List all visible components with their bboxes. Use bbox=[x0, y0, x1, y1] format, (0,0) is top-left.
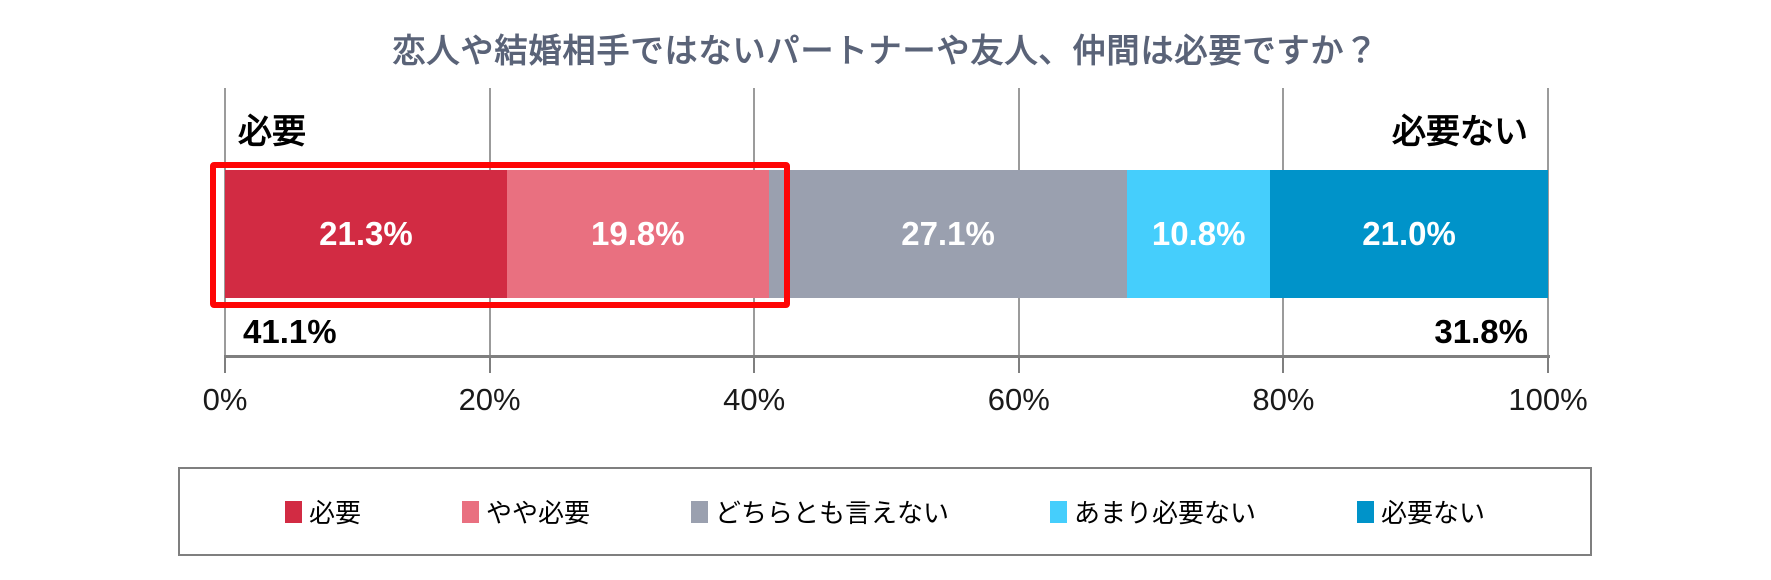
legend-item-3: どちらとも言えない bbox=[690, 493, 949, 530]
bar-segment-4: 10.8% bbox=[1127, 170, 1271, 298]
x-axis-tick-0 bbox=[224, 355, 226, 373]
x-axis-label-0: 0% bbox=[202, 382, 248, 417]
legend-item-5: 必要ない bbox=[1356, 493, 1485, 530]
legend-swatch-icon bbox=[1356, 500, 1374, 523]
right-group-label: 必要ない bbox=[1392, 113, 1528, 151]
gridline-100 bbox=[1547, 88, 1549, 356]
bar-segment-value: 19.8% bbox=[590, 215, 685, 252]
x-axis-label-20: 20% bbox=[458, 382, 521, 417]
legend-item-2: やや必要 bbox=[461, 493, 590, 530]
bar-segment-1: 21.3% bbox=[225, 170, 507, 298]
right-group-total: 31.8% bbox=[1434, 313, 1528, 350]
chart-title: 恋人や結婚相手ではないパートナーや友人、仲間は必要ですか？ bbox=[392, 32, 1379, 69]
legend-swatch-icon bbox=[285, 500, 302, 523]
legend-item-4: あまり必要ない bbox=[1049, 493, 1256, 530]
x-axis-labels: 0% 20% 40% 60% 80% 100% bbox=[203, 382, 1588, 422]
x-axis-label-100: 100% bbox=[1508, 382, 1588, 417]
x-axis-label-40: 40% bbox=[723, 382, 786, 417]
bar-segment-5: 21.0% bbox=[1270, 170, 1548, 298]
legend: 必要 やや必要 どちらとも言えない あまり必要ない 必要ない bbox=[178, 467, 1592, 556]
legend-swatch-icon bbox=[690, 500, 708, 523]
legend-label: あまり必要ない bbox=[1073, 498, 1256, 528]
left-group-label: 必要 bbox=[238, 113, 306, 151]
x-axis-tick-60 bbox=[1017, 355, 1020, 373]
legend-label: やや必要 bbox=[485, 498, 590, 528]
x-axis-line bbox=[224, 355, 1550, 358]
bar-segment-value: 21.3% bbox=[319, 215, 413, 252]
legend-swatch-icon bbox=[461, 500, 479, 523]
bar-segment-value: 27.1% bbox=[901, 215, 995, 252]
legend-item-1: 必要 bbox=[285, 493, 361, 530]
bar-segment-2: 19.8% bbox=[506, 170, 769, 298]
legend-swatch-icon bbox=[1049, 500, 1067, 523]
x-axis-tick-40 bbox=[753, 355, 756, 373]
legend-label: 必要 bbox=[309, 498, 362, 528]
bar-segment-value: 21.0% bbox=[1362, 215, 1456, 252]
x-axis-tick-20 bbox=[488, 355, 491, 373]
stacked-bar: 21.3% 19.8% 27.1% 10.8% 21.0% bbox=[225, 170, 1548, 298]
bar-segment-3: 27.1% bbox=[768, 170, 1128, 298]
x-axis-tick-100 bbox=[1547, 355, 1549, 373]
bar-segment-value: 10.8% bbox=[1151, 215, 1246, 252]
legend-label: 必要ない bbox=[1380, 498, 1485, 528]
legend-label: どちらとも言えない bbox=[714, 498, 949, 528]
x-axis-label-60: 60% bbox=[987, 382, 1050, 417]
left-group-total: 41.1% bbox=[243, 313, 337, 350]
x-axis-label-80: 80% bbox=[1252, 382, 1315, 417]
x-axis-tick-80 bbox=[1282, 355, 1285, 373]
highlight-box bbox=[210, 162, 790, 308]
